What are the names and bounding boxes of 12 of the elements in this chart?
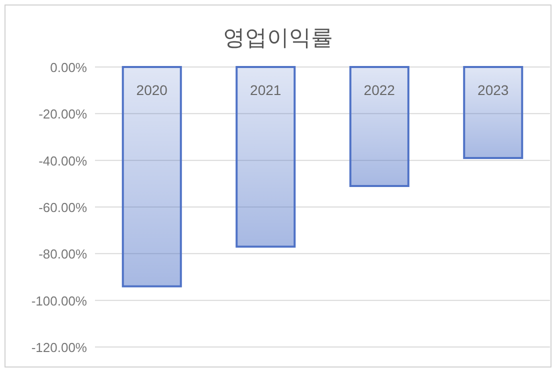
y-tick-label: 0.00%	[50, 60, 88, 75]
y-tick-label: -40.00%	[38, 153, 88, 168]
x-tick-label: 2021	[250, 82, 282, 98]
x-tick-label: 2020	[136, 82, 168, 98]
x-tick-label: 2022	[364, 82, 396, 98]
x-tick-label: 2023	[478, 82, 509, 98]
y-tick-label: -20.00%	[38, 106, 88, 122]
y-tick-label: -120.00%	[31, 340, 88, 355]
y-tick-label: -60.00%	[38, 200, 88, 215]
y-tick-label: -100.00%	[31, 293, 88, 308]
chart-title: 영업이익률	[223, 25, 333, 50]
y-tick-label: -80.00%	[38, 246, 88, 262]
